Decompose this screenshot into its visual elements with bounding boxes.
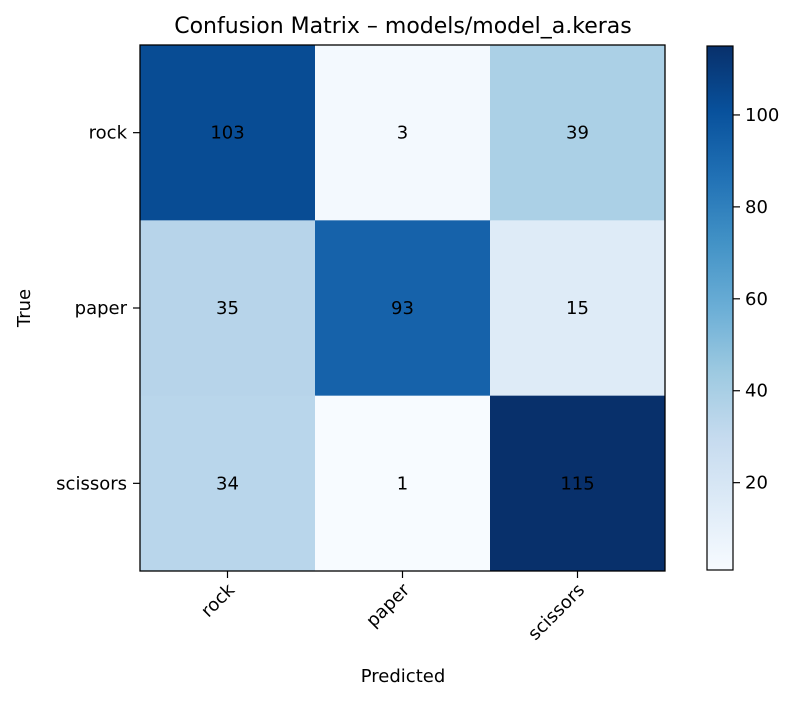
y-tick-label: rock (89, 123, 128, 144)
heatmap-cell (315, 220, 491, 397)
heatmap-cell (315, 45, 491, 221)
cell-value-label: 93 (391, 298, 414, 319)
cell-value-label: 1 (397, 473, 408, 494)
heatmap-cell (140, 45, 316, 221)
heatmap-cell (315, 395, 491, 572)
heatmap-cell (140, 220, 316, 397)
heatmap-cell (490, 45, 666, 221)
cell-value-label: 39 (566, 123, 589, 144)
y-tick-label: scissors (56, 473, 127, 494)
x-axis-ticks: rock paper scissors (197, 571, 589, 645)
x-axis-label: Predicted (361, 666, 446, 687)
heatmap-cells: 103 3 39 35 93 15 34 1 115 (140, 45, 666, 572)
x-tick-label: paper (362, 579, 414, 631)
cell-value-label: 34 (216, 473, 239, 494)
colorbar-tick-label: 20 (745, 473, 768, 494)
cell-value-label: 15 (566, 298, 589, 319)
cell-value-label: 115 (560, 473, 594, 494)
colorbar (706, 45, 734, 571)
heatmap-cell (140, 395, 316, 572)
x-tick-label: rock (197, 579, 239, 621)
y-axis-ticks: rock paper scissors (56, 123, 140, 494)
colorbar-ticks: 20 40 60 80 100 (733, 105, 779, 494)
colorbar-tick-label: 80 (745, 197, 768, 218)
chart-title: Confusion Matrix – models/model_a.keras (174, 14, 632, 39)
x-tick-label: scissors (524, 580, 589, 645)
heatmap-cell (490, 220, 666, 397)
colorbar-tick-label: 60 (745, 289, 768, 310)
y-axis-label: True (14, 289, 35, 328)
heatmap-cell (490, 395, 666, 572)
cell-value-label: 3 (397, 123, 408, 144)
cell-value-label: 103 (210, 123, 244, 144)
cell-value-label: 35 (216, 298, 239, 319)
colorbar-tick-label: 40 (745, 381, 768, 402)
colorbar-tick-label: 100 (745, 105, 779, 126)
y-tick-label: paper (75, 298, 128, 319)
